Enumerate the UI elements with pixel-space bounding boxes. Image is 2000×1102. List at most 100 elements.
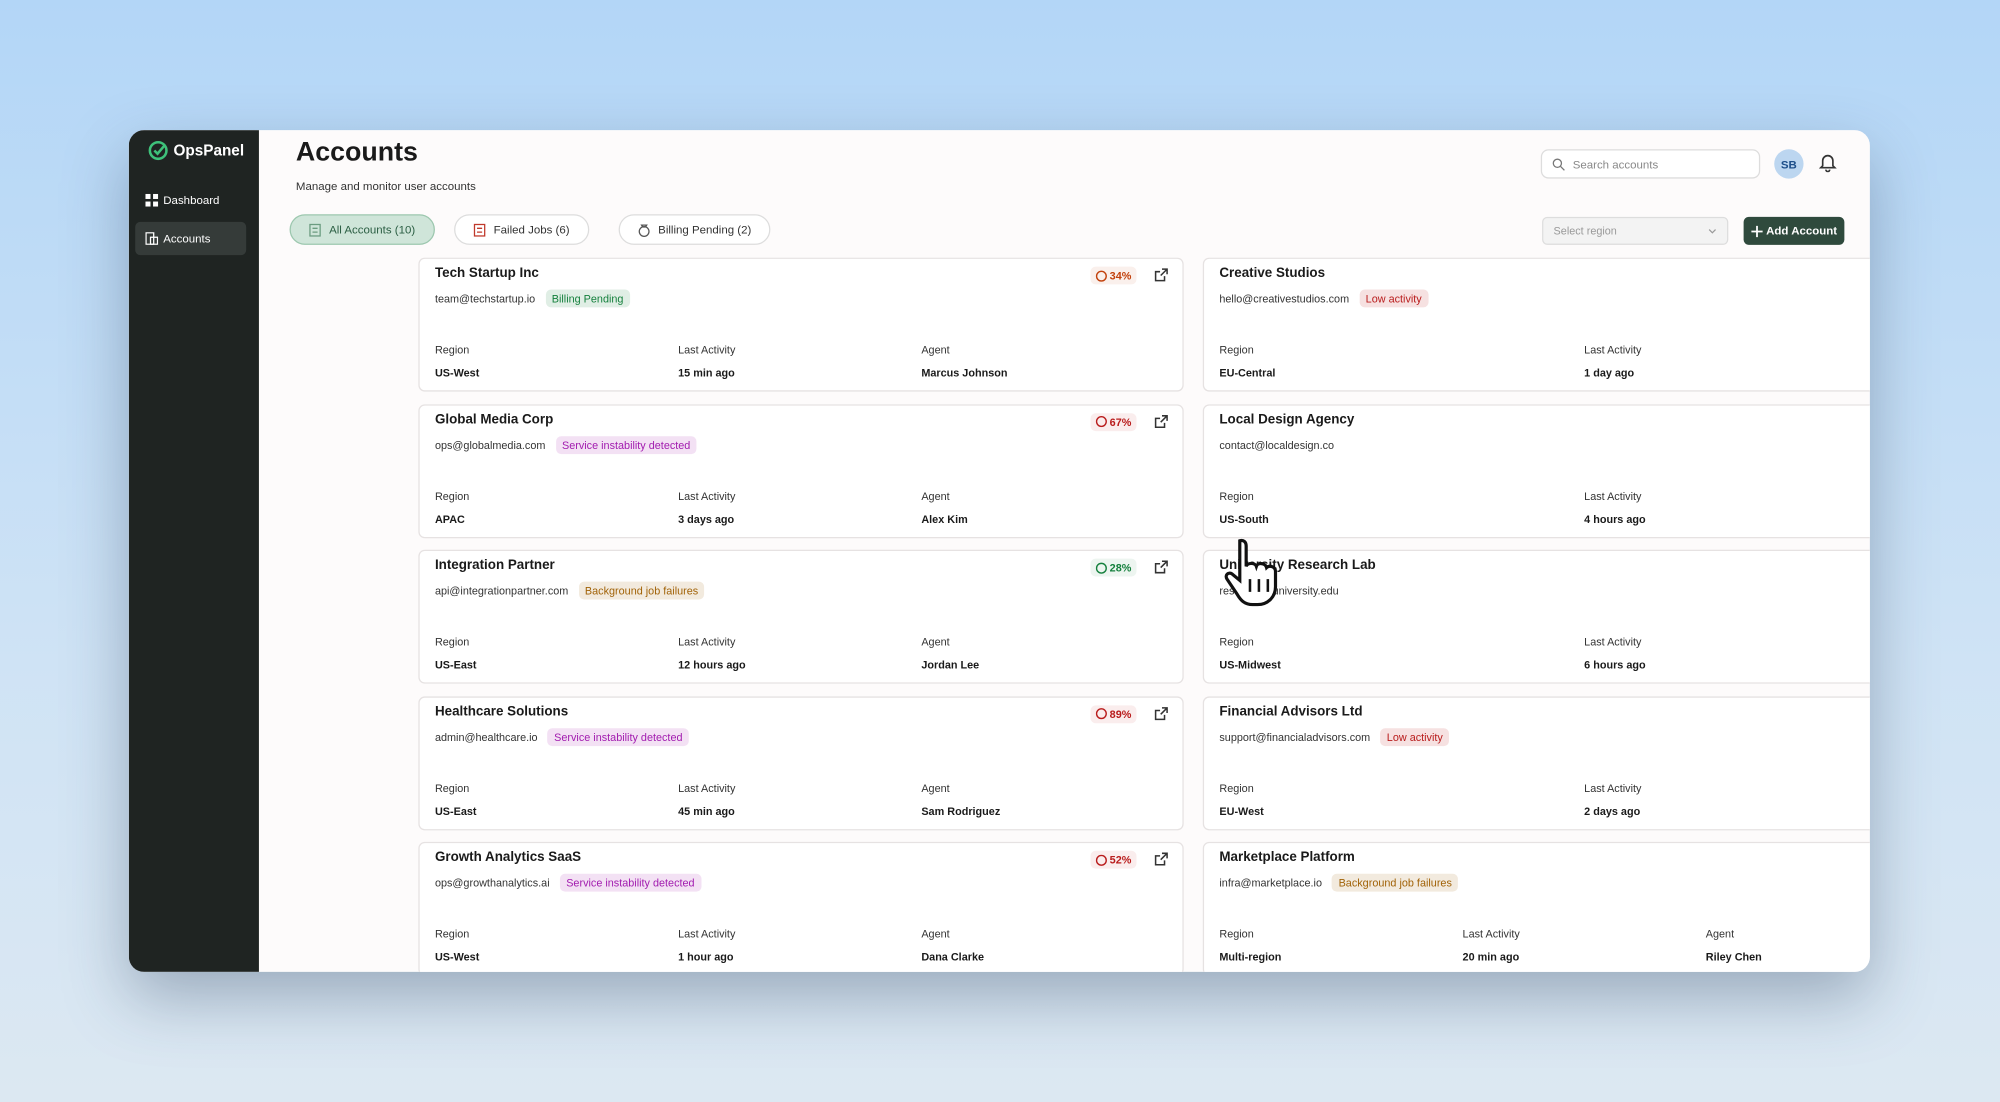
status-badge: Service instability detected [547, 727, 689, 746]
field-label: Agent [921, 635, 950, 648]
brand: OpsPanel [148, 140, 244, 161]
tab-label: Billing Pending (2) [658, 223, 752, 236]
fields: Region EU-Central Last Activity 1 day ago [1219, 343, 1870, 379]
field-value: 3 days ago [678, 512, 735, 525]
sidebar: OpsPanel Dashboard Accounts [128, 130, 259, 972]
score-badge: 89% [1090, 704, 1137, 723]
account-card[interactable]: Integration Partner api@integrationpartne… [418, 549, 1184, 684]
account-card[interactable]: Healthcare Solutions admin@healthcare.io S… [418, 695, 1184, 830]
account-name: Creative Studios [1219, 265, 1326, 281]
field: Agent Riley Chen [1706, 927, 1870, 963]
search-placeholder: Search accounts [1572, 157, 1659, 171]
button-label: Add Account [1766, 224, 1838, 238]
account-card[interactable]: Global Media Corp ops@globalmedia.com Serv… [418, 403, 1184, 538]
field-value: Riley Chen [1705, 950, 1762, 964]
email-row: team@techstartup.io Billing Pending [435, 288, 630, 308]
account-email: ops@globalmedia.com [434, 438, 546, 451]
account-email: api@integrationpartner.com [434, 584, 569, 597]
account-name: Marketplace Platform [1219, 849, 1355, 865]
field: Last Activity 1 hour ago [678, 927, 921, 963]
field: Last Activity 2 days ago [1584, 781, 1870, 817]
field: Agent Sam Rodriguez [921, 781, 1164, 817]
field-label: Last Activity [1584, 781, 1642, 794]
field-value: 45 min ago [678, 804, 735, 817]
search-box[interactable]: Search accounts [1540, 149, 1761, 179]
external-link[interactable] [1154, 411, 1168, 434]
field-value: US-Midwest [1219, 658, 1281, 671]
field-label: Last Activity [1584, 635, 1642, 648]
external-link[interactable] [1154, 849, 1168, 872]
field: Region EU-Central [1219, 343, 1584, 379]
field-value: 1 day ago [1584, 366, 1635, 379]
field-label: Region [434, 489, 470, 502]
fields: Region US-South Last Activity 4 hours ago [1219, 489, 1870, 525]
account-email: team@techstartup.io [434, 292, 536, 305]
field-value: 15 min ago [678, 366, 735, 379]
tab[interactable]: Failed Jobs (6) [454, 214, 589, 245]
score-value: 89% [1109, 707, 1132, 721]
field-value: 1 hour ago [678, 950, 734, 964]
tab[interactable]: Billing Pending (2) [618, 214, 771, 245]
account-card[interactable]: Growth Analytics SaaS ops@growthanalytics… [418, 841, 1184, 972]
fields: Region US-Midwest Last Activity 6 hours ago [1219, 635, 1870, 671]
account-email: support@financialadvisors.com [1219, 730, 1371, 743]
field-value: US-West [434, 950, 480, 964]
field: Last Activity 3 days ago [678, 489, 921, 525]
add-account-button[interactable]: Add Account [1743, 216, 1845, 245]
field-label: Last Activity [678, 781, 736, 794]
field-value: 20 min ago [1462, 950, 1520, 964]
fields: Region APAC Last Activity 3 days ago Agent Al… [435, 489, 1165, 525]
tab-label: All Accounts (10) [329, 223, 416, 236]
bell-icon[interactable] [1818, 153, 1837, 173]
score-value: 28% [1109, 561, 1132, 574]
field: Region Multi-region [1219, 927, 1462, 963]
external-link[interactable] [1154, 265, 1168, 288]
nav-accounts[interactable]: Accounts [135, 221, 247, 256]
status-badge: Background job failures [578, 581, 705, 600]
account-name: Global Media Corp [434, 411, 554, 427]
score-badge: 52% [1090, 850, 1137, 869]
email-row: hello@creativestudios.com Low activity [1219, 288, 1429, 308]
field: Region US-West [435, 343, 678, 379]
tab[interactable]: All Accounts (10) [289, 214, 435, 245]
account-card[interactable]: Marketplace Platform infra@marketplace.io… [1202, 841, 1870, 972]
cursor [1224, 538, 1278, 607]
status-badge: Low activity [1380, 727, 1450, 746]
field-value: Multi-region [1219, 950, 1282, 964]
avatar[interactable]: SB [1774, 149, 1804, 179]
score-icon [1095, 708, 1107, 720]
field-label: Agent [921, 781, 950, 794]
tab-label: Failed Jobs (6) [493, 223, 570, 236]
select-placeholder: Select region [1553, 224, 1617, 238]
email-row: support@financialadvisors.com Low activit… [1219, 726, 1450, 746]
field-label: Region [434, 635, 470, 648]
status-badge: Background job failures [1332, 873, 1459, 892]
account-card[interactable]: Local Design Agency contact@localdesign.c… [1202, 403, 1870, 538]
field: Last Activity 20 min ago [1463, 927, 1706, 963]
field-value: EU-Central [1219, 366, 1276, 379]
region-select[interactable]: Select region [1542, 216, 1729, 245]
field: Last Activity 6 hours ago [1584, 635, 1870, 671]
account-card[interactable]: Creative Studios hello@creativestudios.co… [1202, 257, 1870, 392]
field-value: US-East [434, 658, 477, 671]
nav-dashboard[interactable]: Dashboard [135, 184, 246, 217]
account-email: ops@growthanalytics.ai [434, 876, 550, 890]
external-link[interactable] [1154, 557, 1168, 580]
status-badge: Service instability detected [559, 873, 701, 892]
account-card[interactable]: Financial Advisors Ltd support@financiala… [1202, 695, 1870, 830]
account-name: Tech Startup Inc [434, 265, 539, 281]
email-row: api@integrationpartner.com Background job… [435, 580, 705, 600]
field-label: Region [1219, 781, 1254, 794]
field-label: Agent [921, 489, 950, 502]
field: Region US-West [435, 927, 678, 963]
account-card[interactable]: Tech Startup Inc team@techstartup.io Billi… [418, 257, 1184, 392]
account-email: admin@healthcare.io [434, 730, 538, 743]
account-list: Tech Startup Inc team@techstartup.io Billi… [259, 257, 1870, 972]
score-badge: 28% [1090, 558, 1137, 577]
nav-label: Accounts [163, 232, 211, 245]
page-title: Accounts [295, 137, 418, 168]
account-card[interactable]: University Research Lab research@universi… [1202, 549, 1870, 684]
external-link[interactable] [1154, 703, 1168, 726]
score-icon [1095, 562, 1107, 574]
score-value: 52% [1109, 853, 1132, 867]
